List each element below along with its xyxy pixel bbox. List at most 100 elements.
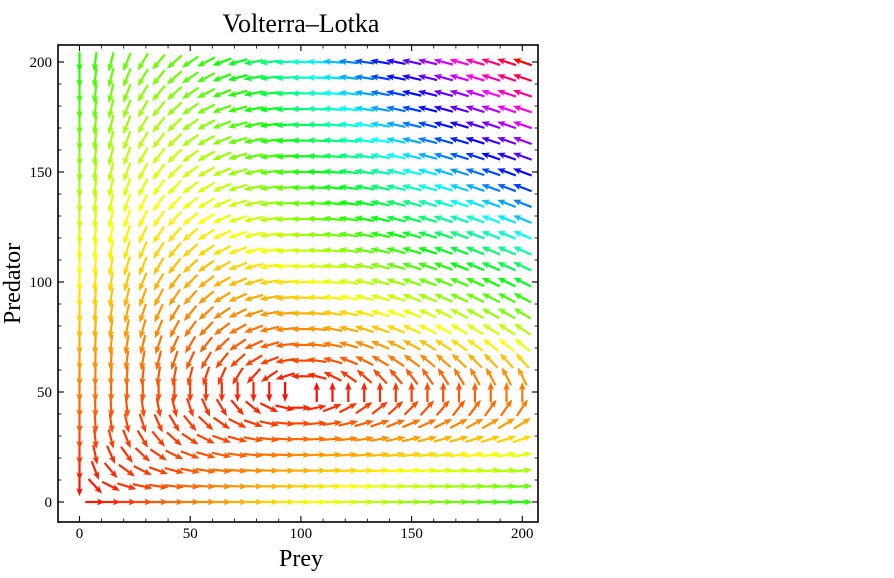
arrow-shaft [407, 310, 422, 319]
arrow-head [91, 283, 99, 292]
arrow-head [322, 199, 332, 207]
arrow-head [417, 74, 427, 81]
arrow-head [76, 409, 83, 418]
arrow-head [228, 263, 238, 271]
arrow-shaft [233, 261, 248, 269]
vector-arrow [481, 246, 501, 256]
vector-arrow [386, 262, 406, 271]
arrow-head [155, 393, 162, 402]
arrow-head [465, 231, 475, 238]
arrow-shaft [486, 295, 501, 304]
vector-arrow [215, 352, 229, 369]
arrow-head [453, 367, 461, 377]
vector-arrow [196, 433, 215, 444]
vector-arrow [182, 227, 199, 242]
arrow-head [259, 310, 269, 317]
arrow-shaft [487, 341, 500, 352]
arrow-shaft [486, 122, 501, 130]
arrow-shaft [139, 131, 149, 145]
arrow-shaft [139, 115, 149, 129]
vector-arrow [107, 146, 115, 167]
arrow-shaft [502, 185, 517, 193]
arrow-head [152, 187, 161, 196]
vector-arrow [370, 137, 391, 144]
arrow-shaft [360, 154, 375, 160]
arrow-head [370, 246, 380, 254]
vector-arrow [433, 278, 453, 287]
vector-arrow [306, 105, 327, 113]
arrow-head [91, 220, 99, 230]
vector-arrow [496, 74, 517, 82]
arrow-shaft [139, 84, 149, 98]
vector-arrow [138, 209, 149, 229]
arrow-shaft [322, 453, 337, 457]
arrow-shaft [518, 106, 533, 114]
vector-arrow [107, 161, 115, 182]
arrow-head [198, 312, 207, 321]
vector-arrow [433, 136, 454, 145]
arrow-head [191, 467, 201, 475]
arrow-shaft [93, 130, 98, 145]
vector-arrow [152, 194, 166, 212]
arrow-head [243, 121, 253, 129]
vector-arrow [138, 193, 149, 213]
arrow-shaft [312, 374, 327, 380]
arrow-head [441, 400, 450, 409]
vector-arrow [433, 215, 454, 224]
arrow-shaft [124, 240, 131, 255]
arrow-head [123, 282, 130, 292]
arrow-head [386, 121, 395, 128]
vector-arrow [464, 451, 485, 458]
arrow-head [290, 310, 300, 317]
arrow-shaft [423, 138, 438, 145]
vector-arrow [138, 241, 148, 260]
arrow-head [212, 90, 222, 98]
arrow-head [405, 368, 414, 377]
vector-arrow [418, 324, 437, 335]
arrow-shaft [344, 107, 359, 112]
arrow-head [402, 262, 411, 269]
arrow-head [275, 184, 284, 192]
arrow-head [290, 121, 300, 129]
arrow-head [449, 184, 459, 191]
arrow-shaft [109, 303, 114, 318]
vector-arrow [465, 121, 485, 129]
arrow-shaft [328, 91, 343, 96]
vector-arrow [180, 483, 201, 490]
arrow-shaft [124, 99, 132, 114]
vector-arrow [259, 341, 280, 349]
arrow-head [433, 199, 443, 207]
arrow-shaft [486, 59, 501, 66]
vector-arrow [243, 121, 264, 129]
arrow-shaft [155, 257, 165, 271]
arrow-shaft [344, 327, 359, 333]
arrow-shaft [423, 357, 436, 368]
vector-arrow [465, 152, 485, 161]
arrow-shaft [120, 446, 131, 459]
arrow-shaft [245, 400, 258, 411]
arrow-shaft [312, 202, 327, 206]
arrow-shaft [265, 356, 280, 363]
arrow-shaft [376, 185, 391, 191]
arrow-shaft [391, 154, 406, 160]
arrow-head [386, 136, 395, 144]
arrow-head [286, 404, 295, 412]
arrow-shaft [344, 342, 359, 349]
arrow-shaft [470, 248, 485, 256]
vector-arrow [307, 372, 327, 380]
vector-arrow [437, 367, 450, 386]
arrow-shaft [140, 178, 149, 192]
arrow-head [435, 353, 445, 362]
arrow-shaft [118, 463, 131, 474]
arrow-shaft [391, 201, 406, 207]
arrow-shaft [344, 170, 359, 175]
arrow-shaft [170, 148, 183, 160]
vector-arrow [518, 382, 526, 402]
arrow-head [385, 74, 395, 81]
arrow-shaft [155, 288, 165, 302]
vector-arrow [338, 137, 359, 144]
arrow-shaft [391, 248, 406, 255]
arrow-shaft [455, 138, 469, 145]
vector-arrow [180, 467, 201, 475]
arrow-shaft [439, 122, 454, 129]
